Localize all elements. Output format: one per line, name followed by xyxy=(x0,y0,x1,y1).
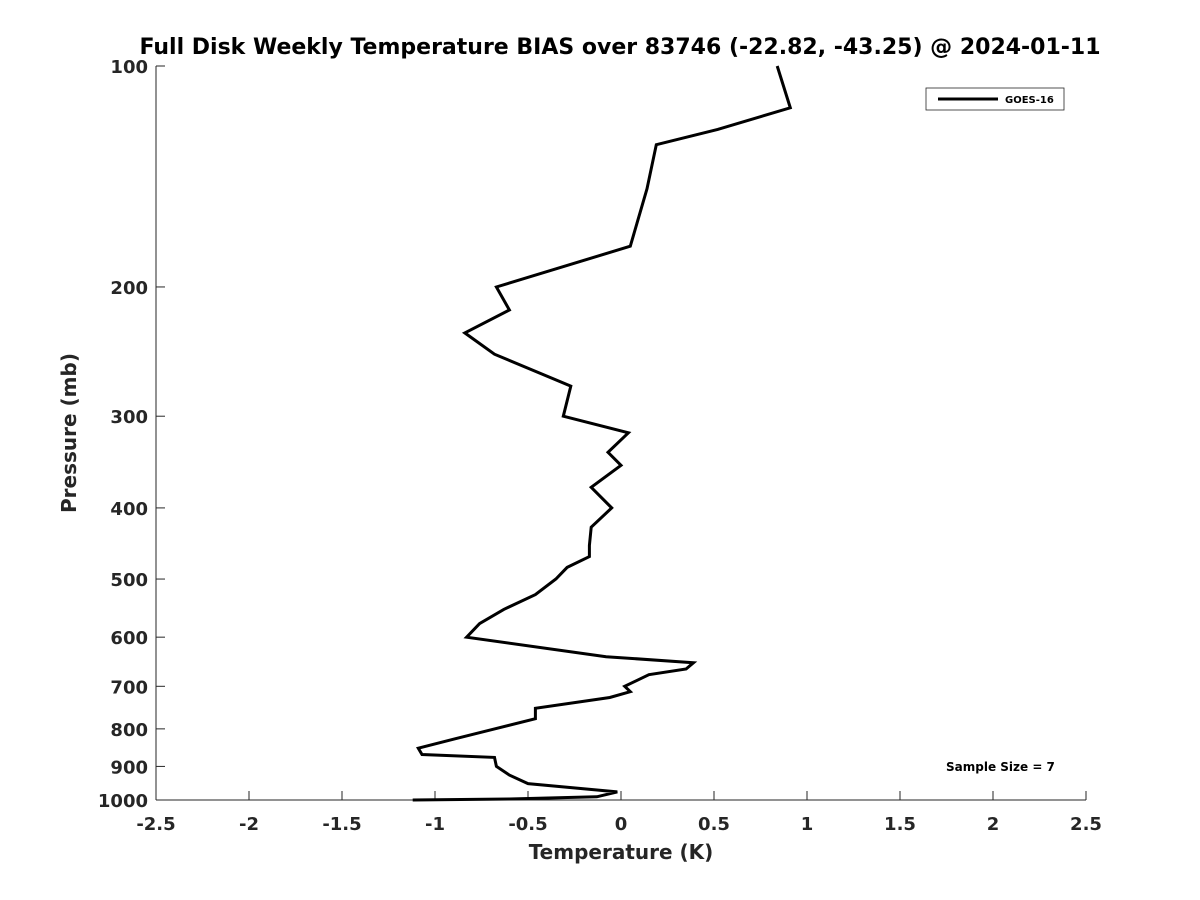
y-tick-label: 200 xyxy=(110,278,148,299)
series-layer xyxy=(412,65,793,802)
x-tick-label: 2 xyxy=(987,814,1000,835)
y-tick-label: 700 xyxy=(110,677,148,698)
y-tick-label: 1000 xyxy=(98,791,148,812)
legend: GOES-16 xyxy=(925,87,1065,111)
legend-label-goes-16: GOES-16 xyxy=(1005,95,1054,106)
plot-area: -2.5 -2 -1.5 -1 -0.5 0 0.5 1 1.5 2 2.5 100 200 300 40… xyxy=(98,57,1102,835)
y-tick-label: 100 xyxy=(110,57,148,78)
x-tick-label: -2 xyxy=(239,814,259,835)
x-tick-label: 1 xyxy=(801,814,814,835)
y-tick-label: 900 xyxy=(110,757,148,778)
y-axis-label: Pressure (mb) xyxy=(57,353,81,513)
x-tick-label: -1 xyxy=(425,814,445,835)
y-tick-label: 500 xyxy=(110,570,148,591)
y-tick-label: 400 xyxy=(110,499,148,520)
y-tick-label: 600 xyxy=(110,628,148,649)
x-ticks: -2.5 -2 -1.5 -1 -0.5 0 0.5 1 1.5 2 2.5 xyxy=(136,791,1102,835)
y-tick-label: 800 xyxy=(110,720,148,741)
y-ticks: 100 200 300 400 500 600 700 800 900 1000 xyxy=(98,57,165,812)
x-axis-label: Temperature (K) xyxy=(529,840,714,864)
series-line-goes-16 xyxy=(412,65,793,802)
x-tick-label: 2.5 xyxy=(1070,814,1102,835)
sample-size-annotation: Sample Size = 7 xyxy=(946,760,1055,774)
x-tick-label: 0 xyxy=(615,814,628,835)
x-tick-label: -0.5 xyxy=(508,814,547,835)
x-tick-label: -1.5 xyxy=(322,814,361,835)
y-tick-label: 300 xyxy=(110,407,148,428)
x-tick-label: 0.5 xyxy=(698,814,730,835)
x-tick-label: -2.5 xyxy=(136,814,175,835)
chart-title: Full Disk Weekly Temperature BIAS over 8… xyxy=(139,35,1100,60)
x-tick-label: 1.5 xyxy=(884,814,916,835)
